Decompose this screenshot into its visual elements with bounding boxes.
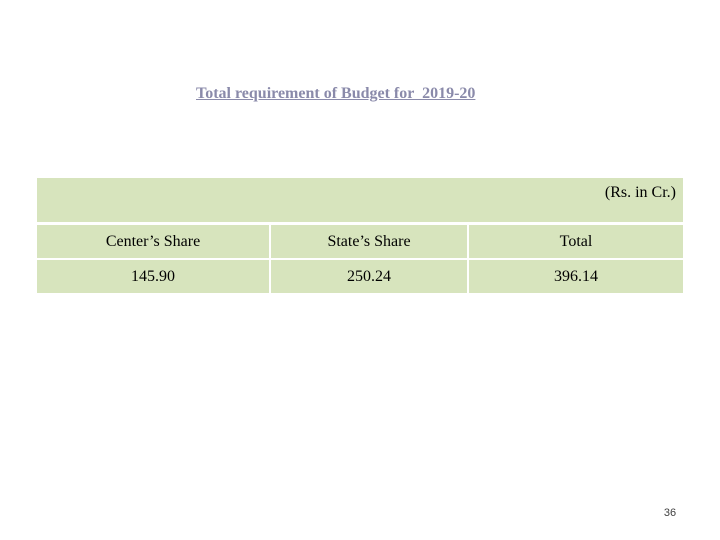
- unit-band: (Rs. in Cr.): [37, 178, 683, 222]
- budget-table: Center’s Share State’s Share Total 145.9…: [37, 225, 683, 293]
- value-state-share: 250.24: [269, 258, 469, 293]
- header-center-share: Center’s Share: [37, 225, 271, 260]
- table-header-row: Center’s Share State’s Share Total: [37, 225, 683, 260]
- table-row: 145.90 250.24 396.14: [37, 258, 683, 293]
- unit-note: (Rs. in Cr.): [604, 184, 676, 201]
- value-center-share: 145.90: [37, 258, 271, 293]
- header-state-share: State’s Share: [269, 225, 469, 260]
- page-number: 36: [663, 507, 677, 519]
- value-total: 396.14: [467, 258, 683, 293]
- slide-title: Total requirement of Budget for 2019-20: [196, 85, 476, 102]
- header-total: Total: [467, 225, 683, 260]
